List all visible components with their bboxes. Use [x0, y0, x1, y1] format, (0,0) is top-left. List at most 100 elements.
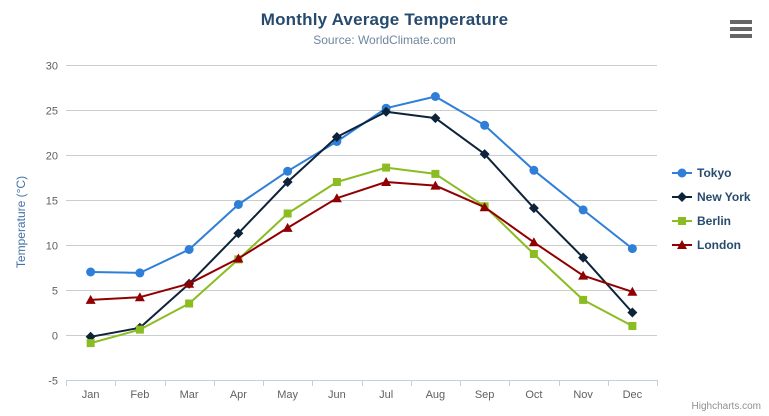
legend-marker-new-york[interactable] — [677, 192, 687, 202]
y-tick-label: 15 — [46, 196, 58, 208]
data-point-london[interactable] — [381, 177, 392, 186]
data-point-london[interactable] — [282, 222, 293, 232]
y-tick-label: 30 — [46, 61, 58, 73]
data-point-tokyo[interactable] — [86, 267, 96, 277]
series-london — [85, 177, 638, 304]
series-line-new-york — [89, 110, 634, 338]
data-point-berlin[interactable] — [529, 250, 538, 258]
data-point-new-york[interactable] — [233, 228, 244, 239]
diamond-marker-icon — [672, 192, 692, 202]
data-point-london[interactable] — [578, 270, 589, 280]
series-line-berlin — [89, 166, 634, 345]
x-tick-label: Jun — [328, 389, 346, 401]
x-axis — [66, 380, 658, 386]
legend-item-london[interactable]: London — [672, 233, 751, 257]
legend-item-berlin[interactable]: Berlin — [672, 209, 751, 233]
y-tick-label: -5 — [48, 376, 58, 388]
x-tick-label: Feb — [130, 389, 149, 401]
data-point-tokyo[interactable] — [480, 120, 490, 130]
data-point-new-york[interactable] — [627, 307, 638, 318]
x-tick-label: Jan — [82, 389, 100, 401]
data-point-berlin[interactable] — [283, 209, 292, 218]
legend-label: Tokyo — [697, 166, 732, 180]
legend-label: Berlin — [697, 214, 732, 228]
data-point-new-york[interactable] — [381, 106, 392, 117]
legend-marker-berlin[interactable] — [678, 217, 686, 225]
data-point-tokyo[interactable] — [135, 268, 145, 278]
legend-label: New York — [697, 190, 751, 204]
x-tick-label: Jul — [379, 389, 393, 401]
x-tick-label: Aug — [426, 389, 446, 401]
data-point-berlin[interactable] — [86, 339, 95, 348]
series-line-tokyo — [89, 95, 634, 274]
legend-marker-tokyo[interactable] — [677, 168, 687, 178]
data-point-berlin[interactable] — [579, 295, 588, 304]
data-point-tokyo[interactable] — [529, 165, 539, 175]
data-point-berlin[interactable] — [185, 299, 194, 308]
hamburger-icon — [730, 20, 752, 24]
x-tick-label: Oct — [525, 389, 542, 401]
legend-marker-london[interactable] — [677, 240, 687, 249]
triangle-marker-icon — [672, 240, 692, 249]
y-tick-label: 20 — [46, 151, 58, 163]
circle-marker-icon — [672, 168, 692, 178]
data-point-london[interactable] — [184, 278, 195, 288]
data-point-london[interactable] — [233, 253, 244, 263]
square-marker-icon — [672, 217, 692, 225]
legend-item-tokyo[interactable]: Tokyo — [672, 161, 751, 185]
data-point-berlin[interactable] — [332, 178, 341, 186]
x-axis-labels: Jan Feb Mar Apr May Jun Jul Aug Sep Oct Nov Dec — [82, 389, 643, 401]
legend-label: London — [697, 238, 741, 252]
data-point-berlin[interactable] — [628, 322, 637, 330]
x-tick-label: Nov — [573, 389, 593, 401]
chart-title: Monthly Average Temperature — [260, 10, 509, 29]
data-point-tokyo[interactable] — [184, 245, 194, 254]
credits-link[interactable]: Highcharts.com — [691, 401, 761, 412]
data-point-tokyo[interactable] — [578, 205, 588, 215]
y-tick-label: 5 — [52, 286, 58, 298]
x-tick-label: Sep — [475, 389, 495, 401]
data-point-london[interactable] — [528, 237, 539, 247]
series-lines — [85, 92, 638, 348]
data-point-london[interactable] — [331, 193, 342, 203]
data-point-berlin[interactable] — [382, 163, 391, 172]
x-tick-label: Apr — [230, 389, 247, 401]
series-line-london — [89, 181, 634, 301]
y-gridlines — [66, 65, 657, 381]
hamburger-icon — [730, 27, 752, 31]
data-point-tokyo[interactable] — [627, 244, 637, 254]
data-point-new-york[interactable] — [430, 113, 441, 124]
y-tick-label: 25 — [46, 106, 58, 118]
y-axis-labels: -5 0 5 10 15 20 25 30 — [46, 61, 58, 388]
legend-item-new-york[interactable]: New York — [672, 185, 751, 209]
data-point-new-york[interactable] — [578, 252, 589, 263]
data-point-london[interactable] — [627, 286, 638, 296]
hamburger-icon — [730, 34, 752, 38]
y-tick-label: 10 — [46, 241, 58, 253]
data-point-london[interactable] — [479, 202, 490, 212]
x-tick-label: May — [277, 389, 298, 401]
chart-subtitle: Source: WorldClimate.com — [313, 33, 456, 47]
data-point-tokyo[interactable] — [233, 200, 243, 209]
x-tick-label: Dec — [623, 389, 643, 401]
data-point-new-york[interactable] — [528, 203, 539, 214]
data-point-new-york[interactable] — [479, 149, 490, 160]
series-tokyo — [86, 92, 637, 278]
data-point-london[interactable] — [85, 294, 96, 304]
series-new-york — [85, 106, 638, 342]
y-axis-title: Temperature (°C) — [14, 176, 28, 268]
legend: Tokyo New York Berlin London — [672, 161, 751, 257]
data-point-london[interactable] — [134, 292, 145, 302]
export-menu-button[interactable] — [730, 20, 752, 38]
data-point-london[interactable] — [430, 180, 441, 190]
data-point-new-york[interactable] — [282, 177, 293, 187]
y-tick-label: 0 — [52, 331, 58, 343]
data-point-tokyo[interactable] — [430, 92, 440, 101]
data-point-new-york[interactable] — [331, 132, 342, 142]
data-point-berlin[interactable] — [135, 325, 144, 334]
data-point-tokyo[interactable] — [283, 166, 293, 176]
x-tick-label: Mar — [180, 389, 199, 401]
data-point-berlin[interactable] — [431, 169, 440, 178]
